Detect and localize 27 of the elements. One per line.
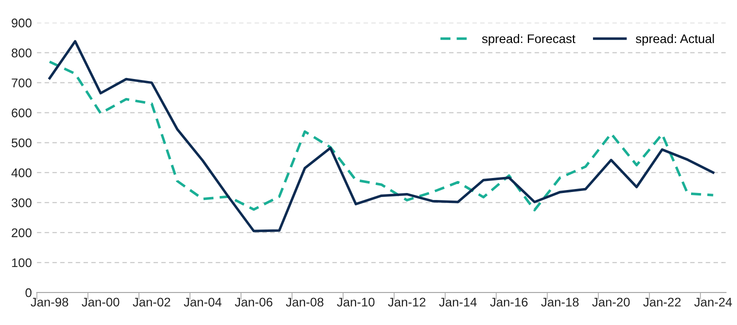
y-tick-label: 600: [12, 108, 32, 118]
y-tick-label: 700: [12, 78, 32, 88]
y-tick-label: 500: [12, 138, 32, 148]
y-tick-label: 800: [12, 48, 32, 58]
y-tick-label: 0: [26, 288, 32, 298]
x-tick-label: Jan-06: [234, 298, 272, 307]
x-tick-label: Jan-00: [82, 298, 120, 307]
x-tick-label: Jan-12: [388, 298, 426, 307]
x-tick-label: Jan-20: [592, 298, 630, 307]
legend-label: spread: Actual: [636, 34, 714, 46]
x-tick-label: Jan-02: [132, 298, 170, 307]
y-tick-label: 400: [11, 168, 32, 178]
x-tick-label: Jan-04: [184, 298, 222, 307]
x-tick-label: Jan-22: [643, 298, 681, 307]
y-tick-label: 900: [12, 18, 32, 28]
y-tick-label: 100: [12, 258, 32, 268]
x-tick-label: Jan-18: [541, 298, 579, 307]
y-tick-label: 200: [12, 228, 32, 238]
x-tick-label: Jan-10: [336, 298, 374, 307]
x-tick-label: Jan-16: [490, 298, 528, 307]
x-tick-label: Jan-08: [286, 298, 324, 307]
y-tick-label: 300: [12, 198, 32, 208]
x-tick-label: Jan-14: [439, 298, 477, 307]
x-tick-label: Jan-24: [694, 298, 732, 307]
line-series: [48, 60, 714, 212]
x-tick-label: Jan-98: [30, 298, 68, 307]
legend-label: spread: Forecast: [482, 34, 576, 46]
